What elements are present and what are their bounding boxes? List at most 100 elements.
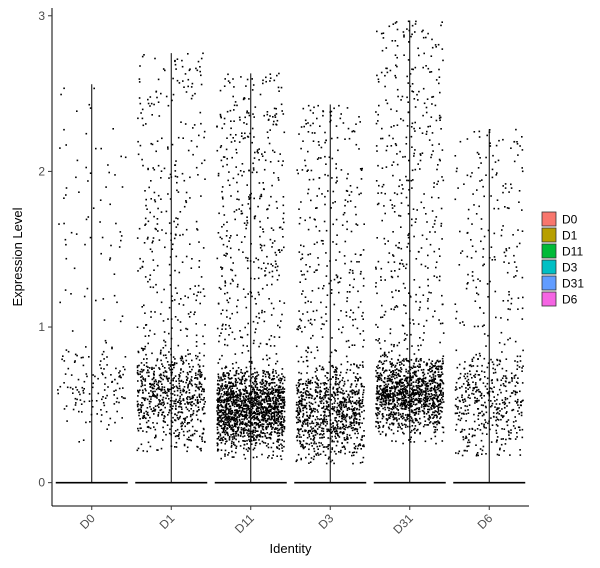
data-point	[413, 371, 416, 374]
data-point	[257, 152, 259, 154]
data-point	[273, 414, 276, 417]
data-point	[241, 409, 244, 412]
data-point	[300, 378, 302, 381]
data-point	[222, 373, 224, 376]
data-point	[361, 315, 363, 317]
data-point	[270, 314, 273, 316]
data-point	[269, 437, 272, 440]
data-point	[273, 428, 276, 430]
data-point	[271, 270, 274, 273]
data-point	[240, 406, 242, 409]
data-point	[176, 417, 179, 419]
data-point	[252, 373, 254, 375]
data-point	[258, 148, 260, 150]
data-point	[176, 58, 179, 60]
data-point	[425, 389, 427, 392]
data-point	[234, 420, 237, 422]
data-point	[363, 409, 365, 412]
data-point	[160, 377, 163, 380]
data-point	[281, 110, 283, 112]
data-point	[359, 415, 361, 418]
data-point	[184, 417, 187, 419]
data-point	[341, 442, 343, 445]
data-point	[416, 93, 418, 96]
data-point	[339, 401, 341, 404]
data-point	[226, 110, 229, 113]
data-point	[147, 102, 150, 105]
data-point	[175, 68, 177, 70]
data-point	[254, 417, 256, 420]
data-point	[266, 427, 268, 429]
data-point	[242, 288, 245, 290]
data-point	[431, 210, 434, 212]
data-point	[226, 344, 229, 347]
data-point	[269, 388, 271, 390]
data-point	[337, 281, 339, 284]
data-point	[139, 267, 142, 270]
data-point	[224, 399, 226, 401]
data-point	[411, 425, 414, 427]
data-point	[309, 461, 312, 463]
data-point	[82, 439, 85, 441]
data-point	[333, 409, 336, 412]
data-point	[264, 385, 267, 387]
data-point	[422, 368, 425, 371]
data-point	[308, 435, 311, 438]
data-point	[219, 401, 222, 404]
data-point	[220, 387, 222, 389]
data-point	[173, 432, 175, 434]
data-point	[175, 398, 177, 401]
data-point	[258, 419, 261, 422]
data-point	[334, 419, 336, 421]
data-point	[270, 227, 273, 229]
data-point	[312, 427, 315, 429]
data-point	[281, 424, 284, 427]
data-point	[259, 243, 262, 246]
data-point	[282, 196, 285, 198]
data-point	[326, 401, 329, 403]
data-point	[306, 351, 309, 354]
data-point	[172, 379, 174, 382]
data-point	[238, 141, 241, 143]
data-point	[204, 412, 206, 415]
data-point	[248, 385, 251, 387]
data-point	[354, 407, 356, 409]
data-point	[352, 411, 355, 414]
data-point	[300, 356, 303, 358]
data-point	[404, 287, 406, 289]
data-point	[240, 421, 242, 423]
data-point	[345, 390, 348, 392]
data-point	[169, 284, 172, 286]
data-point	[226, 391, 229, 393]
data-point	[344, 204, 346, 207]
data-point	[146, 411, 149, 414]
data-point	[307, 122, 309, 124]
data-point	[221, 226, 223, 228]
data-point	[348, 271, 351, 274]
data-point	[337, 397, 339, 400]
data-point	[63, 197, 65, 199]
data-point	[268, 338, 271, 341]
data-point	[252, 342, 255, 345]
data-point	[348, 398, 351, 400]
data-point	[327, 415, 330, 417]
data-point	[179, 395, 181, 398]
data-point	[352, 408, 354, 411]
data-point	[239, 413, 242, 416]
data-point	[321, 444, 324, 446]
data-point	[267, 456, 269, 459]
data-point	[405, 312, 407, 315]
data-point	[200, 371, 203, 374]
data-point	[165, 433, 167, 436]
data-point	[234, 394, 237, 397]
data-point	[345, 315, 348, 317]
data-point	[308, 433, 310, 436]
data-point	[173, 386, 175, 388]
data-point	[247, 396, 250, 398]
data-point	[245, 416, 247, 418]
data-point	[412, 397, 415, 400]
data-point	[439, 398, 442, 401]
data-point	[354, 206, 357, 208]
data-point	[250, 386, 253, 388]
data-point	[199, 111, 202, 114]
